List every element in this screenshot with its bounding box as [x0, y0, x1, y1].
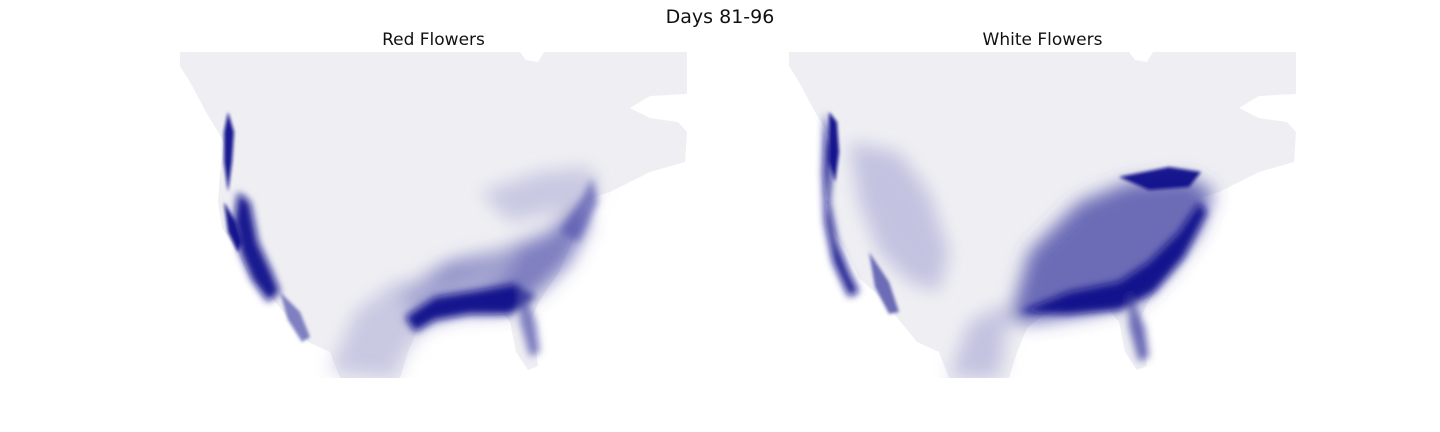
panel-title-red-flowers: Red Flowers: [382, 30, 485, 50]
figure-title: Days 81-96: [665, 6, 775, 28]
map-red-flowers: [180, 52, 687, 378]
map-white-flowers: [789, 52, 1296, 378]
panel-title-white-flowers: White Flowers: [982, 30, 1103, 50]
land-north-america: [789, 52, 1296, 378]
land-north-america: [180, 52, 687, 378]
